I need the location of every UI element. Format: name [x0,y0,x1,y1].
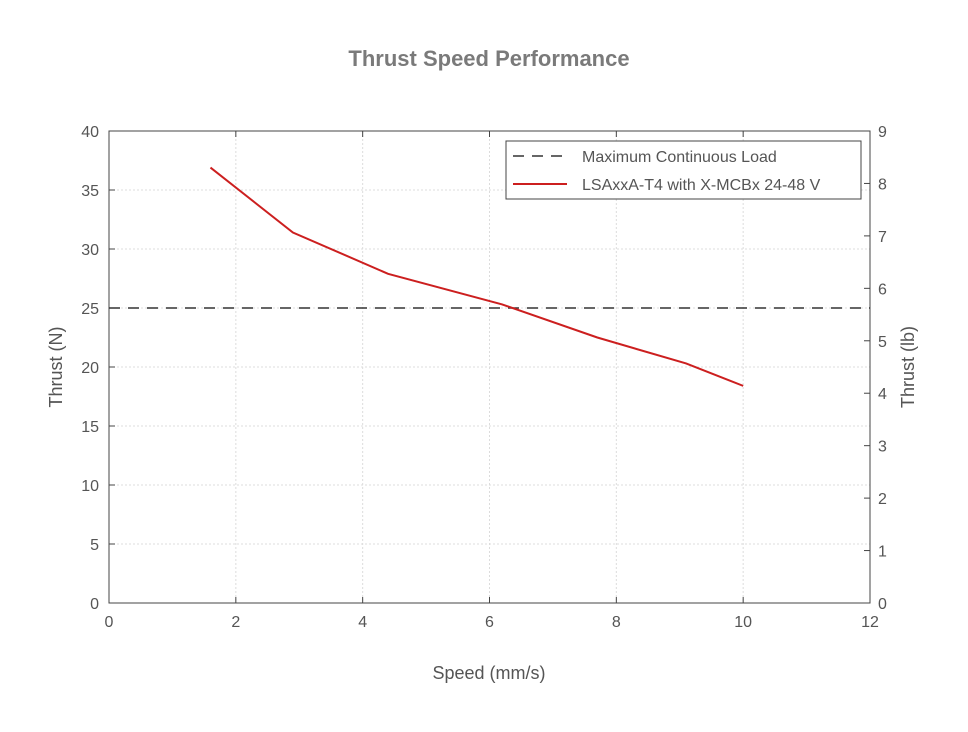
x-tick-label: 0 [105,614,114,631]
x-tick-label: 8 [612,614,621,631]
legend: Maximum Continuous Load LSAxxA-T4 with X… [505,140,862,200]
x-tick-label: 12 [861,614,879,631]
y-tick-label-right: 4 [878,386,887,403]
y-tick-label-right: 2 [878,491,887,508]
series-lines [109,166,870,387]
y-tick-label-left: 0 [90,596,99,613]
y-tick-label-right: 7 [878,229,887,246]
x-tick-label: 2 [231,614,240,631]
y-tick-label-right: 6 [878,281,887,298]
y-axis-label-left: Thrust (N) [46,327,66,408]
x-tick-label: 6 [485,614,494,631]
y-tick-label-left: 25 [81,301,99,318]
x-axis-label: Speed (mm/s) [432,663,545,683]
y-tick-label-right: 3 [878,439,887,456]
y-tick-label-right: 0 [878,596,887,613]
y-tick-label-left: 30 [81,242,99,259]
x-tick-label: 10 [734,614,752,631]
y-tick-label-right: 5 [878,334,887,351]
y-tick-label-right: 1 [878,544,887,561]
y-tick-label-right: 9 [878,124,887,141]
legend-label-lsa-series: LSAxxA-T4 with X-MCBx 24-48 V [582,177,821,194]
y-axis-label-right: Thrust (lb) [898,326,918,408]
series-line-lsaxxa-t4 [209,166,744,387]
y-tick-label-left: 35 [81,183,99,200]
y-tick-label-left: 5 [90,537,99,554]
y-tick-label-left: 40 [81,124,99,141]
legend-box [505,140,862,200]
y-tick-label-left: 20 [81,360,99,377]
x-tick-label: 4 [358,614,367,631]
chart-title: Thrust Speed Performance [348,46,629,71]
grid-lines [109,131,870,603]
y-tick-label-left: 15 [81,419,99,436]
y-tick-label-right: 8 [878,176,887,193]
y-tick-label-left: 10 [81,478,99,495]
legend-label-max-load: Maximum Continuous Load [582,149,777,166]
